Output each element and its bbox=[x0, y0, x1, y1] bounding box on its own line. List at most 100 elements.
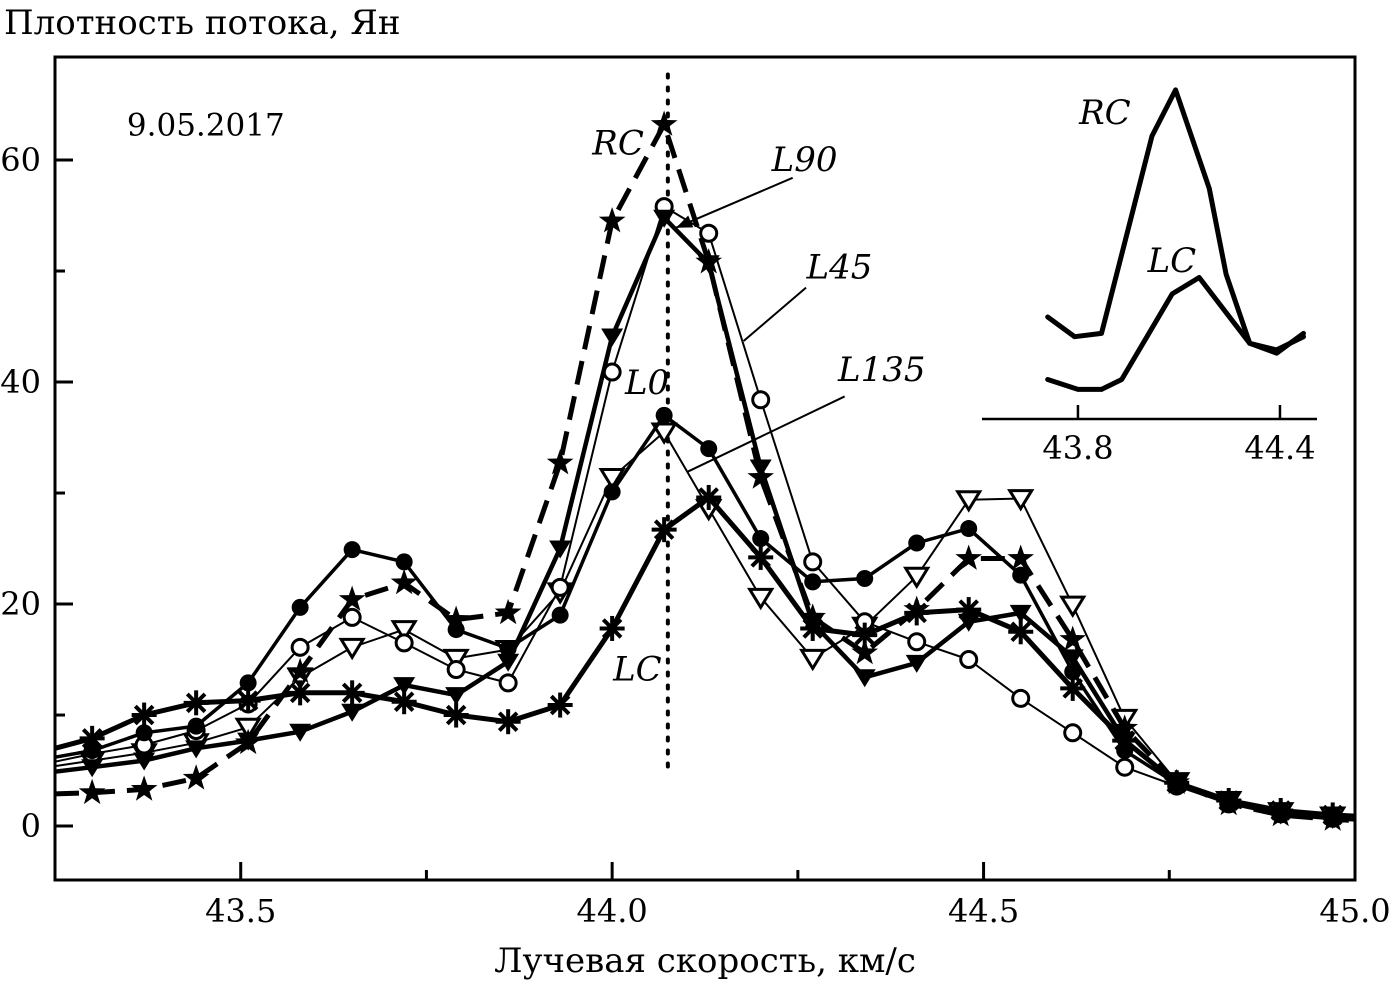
inset-series-LC bbox=[1045, 275, 1306, 392]
open-triangle-marker bbox=[442, 648, 470, 672]
star-marker bbox=[598, 207, 626, 233]
star-marker bbox=[1111, 714, 1138, 740]
open-triangle-marker bbox=[598, 467, 626, 491]
series-L90 bbox=[54, 197, 1356, 828]
open-triangle-marker bbox=[650, 422, 678, 445]
open-circle-marker bbox=[959, 650, 979, 670]
asterisk-marker bbox=[698, 487, 719, 508]
asterisk-marker bbox=[81, 728, 103, 749]
star-marker bbox=[494, 598, 522, 625]
x-tick-label: 44.0 bbox=[577, 892, 648, 930]
asterisk-marker bbox=[133, 704, 155, 726]
asterisk-marker bbox=[497, 711, 519, 732]
asterisk-marker bbox=[289, 682, 311, 704]
star-marker bbox=[130, 775, 158, 801]
open-circle-marker bbox=[290, 637, 310, 657]
asterisk-marker bbox=[185, 692, 207, 714]
filled-triangle-marker bbox=[601, 328, 624, 347]
asterisk-marker bbox=[237, 690, 259, 711]
x-tick-label: 43.5 bbox=[205, 892, 276, 930]
filled-triangle-marker bbox=[1009, 604, 1032, 623]
curve-label-LC: LC bbox=[612, 650, 662, 690]
inset-label-LC: LC bbox=[1147, 241, 1197, 281]
filled-circle-marker bbox=[1012, 566, 1030, 584]
star-marker bbox=[1163, 768, 1190, 795]
plot-frame bbox=[53, 55, 1357, 882]
filled-circle-marker bbox=[700, 440, 718, 458]
asterisk-marker bbox=[445, 704, 467, 726]
curve-label-RC: RC bbox=[591, 123, 644, 163]
asterisk-marker bbox=[549, 694, 571, 716]
curve-label-L90: L90 bbox=[771, 140, 838, 180]
star-marker bbox=[747, 463, 774, 489]
leader-arrowhead-L90 bbox=[676, 215, 694, 228]
filled-triangle-marker bbox=[445, 687, 468, 706]
filled-circle-marker bbox=[908, 534, 926, 552]
filled-circle-marker bbox=[856, 570, 874, 588]
filled-circle-marker bbox=[239, 674, 257, 692]
y-tick-label: 40 bbox=[0, 363, 41, 401]
leader-line-L135 bbox=[686, 395, 846, 473]
y-tick-label: 20 bbox=[0, 585, 41, 623]
date-annotation: 9.05.2017 bbox=[127, 107, 285, 143]
filled-circle-marker bbox=[752, 530, 770, 548]
series-LC bbox=[54, 484, 1356, 828]
open-triangle-marker bbox=[903, 566, 931, 590]
filled-triangle-marker bbox=[853, 669, 876, 688]
open-triangle-marker bbox=[390, 620, 418, 643]
open-circle-marker bbox=[550, 577, 570, 597]
inset-tick-label: 44.4 bbox=[1244, 429, 1315, 467]
filled-circle-marker bbox=[135, 724, 153, 742]
curve-label-L135: L135 bbox=[837, 350, 925, 390]
filled-triangle-marker bbox=[133, 752, 156, 771]
open-triangle-marker bbox=[1059, 595, 1087, 619]
filled-circle-marker bbox=[655, 406, 673, 424]
filled-triangle-marker bbox=[905, 654, 928, 673]
star-marker bbox=[1267, 801, 1294, 827]
star-marker bbox=[695, 248, 722, 274]
star-marker bbox=[851, 638, 878, 665]
star-marker bbox=[442, 605, 470, 631]
asterisk-marker bbox=[958, 599, 979, 620]
axis-titles: Плотность потока, Ян Лучевая скорость, км… bbox=[4, 3, 916, 981]
open-circle-marker bbox=[751, 390, 771, 410]
plot-border bbox=[53, 55, 1357, 882]
star-marker bbox=[955, 544, 982, 570]
x-tick-label: 44.5 bbox=[948, 892, 1019, 930]
series-curves bbox=[54, 110, 1356, 831]
filled-circle-marker bbox=[343, 541, 361, 559]
leader-line-L90 bbox=[675, 176, 794, 229]
filled-triangle-marker bbox=[497, 653, 520, 672]
inset-chart: 43.8 44.4 RC LC bbox=[982, 87, 1317, 467]
star-marker bbox=[1215, 789, 1242, 816]
series-line-L135 bbox=[54, 431, 1356, 819]
filled-circle-marker bbox=[291, 598, 309, 616]
curve-label-L0: L0 bbox=[624, 363, 669, 403]
star-marker bbox=[286, 657, 314, 684]
filled-triangle-marker bbox=[957, 613, 980, 632]
y-tick-label: 60 bbox=[0, 141, 41, 179]
leader-line-L45 bbox=[742, 286, 807, 342]
open-circle-marker bbox=[342, 607, 362, 627]
star-marker bbox=[1007, 544, 1034, 570]
axis-tick-labels: 43.5 44.0 44.5 45.0 0 20 40 60 bbox=[0, 141, 1390, 930]
filled-circle-marker bbox=[551, 606, 569, 624]
open-circle-marker bbox=[907, 632, 927, 652]
open-circle-marker bbox=[394, 633, 414, 653]
open-circle-marker bbox=[803, 552, 823, 572]
star-marker bbox=[1319, 805, 1346, 831]
axis-ticks bbox=[55, 158, 1357, 880]
open-triangle-marker bbox=[234, 717, 262, 741]
open-circle-marker bbox=[498, 673, 518, 693]
open-triangle-marker bbox=[747, 587, 775, 611]
curve-labels: 9.05.2017 RC L90 L45 L135 L0 LC bbox=[127, 107, 926, 689]
open-circle-marker bbox=[1115, 757, 1135, 777]
filled-circle-marker bbox=[960, 520, 978, 538]
open-triangle-marker bbox=[1007, 489, 1035, 512]
x-tick-label: 45.0 bbox=[1319, 892, 1390, 930]
filled-triangle-marker bbox=[393, 677, 416, 696]
open-circle-marker bbox=[1011, 688, 1031, 708]
asterisk-marker bbox=[1062, 678, 1083, 699]
open-circle-marker bbox=[446, 660, 466, 680]
